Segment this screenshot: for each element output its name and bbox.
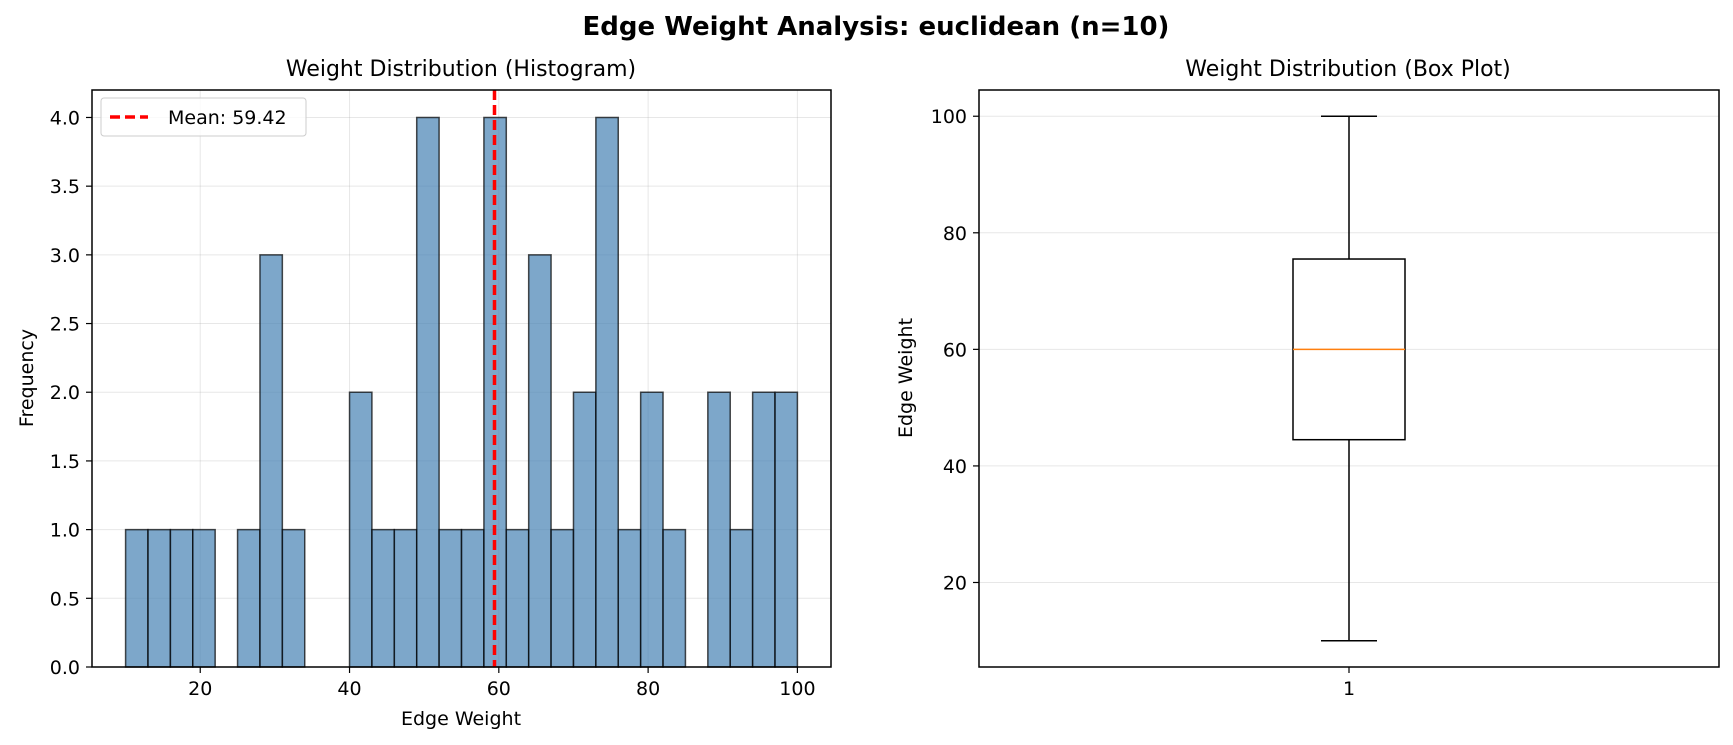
y-tick-label: 3.5 bbox=[50, 176, 80, 198]
legend-mean-label: Mean: 59.42 bbox=[168, 107, 287, 129]
histogram-bar bbox=[527, 254, 552, 668]
y-tick-label: 60 bbox=[943, 339, 967, 361]
y-tick-label: 40 bbox=[943, 456, 967, 478]
histogram-bar bbox=[550, 528, 575, 668]
histogram-bar bbox=[460, 528, 485, 668]
histogram-bar bbox=[124, 528, 149, 668]
y-tick-label: 80 bbox=[943, 223, 967, 245]
boxplot-ylabel: Edge Weight bbox=[895, 318, 917, 438]
histogram-bar bbox=[236, 528, 261, 668]
x-tick-label: 80 bbox=[636, 678, 660, 700]
histogram-x-ticks: 20 40 60 80 100 bbox=[188, 667, 816, 700]
x-tick-label: 40 bbox=[337, 678, 361, 700]
y-tick-label: 2.5 bbox=[50, 314, 80, 336]
boxplot-y-ticks: 20 40 60 80 100 bbox=[931, 106, 979, 594]
histogram-bar bbox=[572, 391, 597, 668]
histogram-bar bbox=[147, 528, 172, 668]
boxplot-box bbox=[1292, 115, 1406, 642]
histogram-xlabel: Edge Weight bbox=[401, 708, 521, 730]
x-tick-label: 100 bbox=[779, 678, 815, 700]
boxplot-panel: Weight Distribution (Box Plot) 20 40 60 80 1… bbox=[895, 57, 1720, 700]
y-tick-label: 1.0 bbox=[50, 520, 80, 542]
x-tick-label: 1 bbox=[1343, 678, 1355, 700]
histogram-title: Weight Distribution (Histogram) bbox=[286, 57, 636, 82]
histogram-bar bbox=[393, 528, 418, 668]
x-tick-label: 20 bbox=[188, 678, 212, 700]
histogram-bar bbox=[774, 391, 799, 668]
histogram-bar bbox=[639, 391, 664, 668]
histogram-bar bbox=[438, 528, 463, 668]
histogram-panel: Weight Distribution (Histogram) 20 40 60 80… bbox=[16, 57, 832, 730]
histogram-legend: Mean: 59.42 bbox=[100, 97, 307, 137]
boxplot-title: Weight Distribution (Box Plot) bbox=[1185, 57, 1511, 82]
histogram-y-ticks: 0.0 0.5 1.0 1.5 2.0 2.5 3.0 3.5 4.0 bbox=[50, 107, 92, 679]
histogram-bar bbox=[259, 254, 284, 668]
legend-box bbox=[100, 97, 307, 137]
histogram-bar bbox=[348, 391, 373, 668]
y-tick-label: 0.5 bbox=[50, 588, 80, 610]
boxplot-x-ticks: 1 bbox=[1343, 667, 1355, 700]
y-tick-label: 0.0 bbox=[50, 657, 80, 679]
y-tick-label: 2.0 bbox=[50, 382, 80, 404]
histogram-bar bbox=[281, 528, 306, 668]
histogram-bar bbox=[371, 528, 396, 668]
histogram-bar bbox=[505, 528, 530, 668]
y-tick-label: 4.0 bbox=[50, 107, 80, 129]
y-tick-label: 20 bbox=[943, 572, 967, 594]
y-tick-label: 100 bbox=[931, 106, 967, 128]
histogram-bar bbox=[192, 528, 216, 668]
histogram-bar bbox=[707, 391, 731, 668]
histogram-bar bbox=[169, 528, 194, 668]
histogram-ylabel: Frequency bbox=[16, 329, 38, 427]
y-tick-label: 3.0 bbox=[50, 245, 80, 267]
histogram-bar bbox=[415, 116, 440, 668]
histogram-bar bbox=[662, 528, 687, 668]
y-tick-label: 1.5 bbox=[50, 451, 80, 473]
x-tick-label: 60 bbox=[487, 678, 511, 700]
histogram-bar bbox=[751, 391, 776, 668]
figure-suptitle: Edge Weight Analysis: euclidean (n=10) bbox=[583, 12, 1170, 42]
histogram-bar bbox=[729, 528, 754, 668]
histogram-axes-frame bbox=[91, 89, 832, 668]
histogram-bar bbox=[617, 528, 642, 668]
histogram-bar bbox=[595, 116, 620, 668]
